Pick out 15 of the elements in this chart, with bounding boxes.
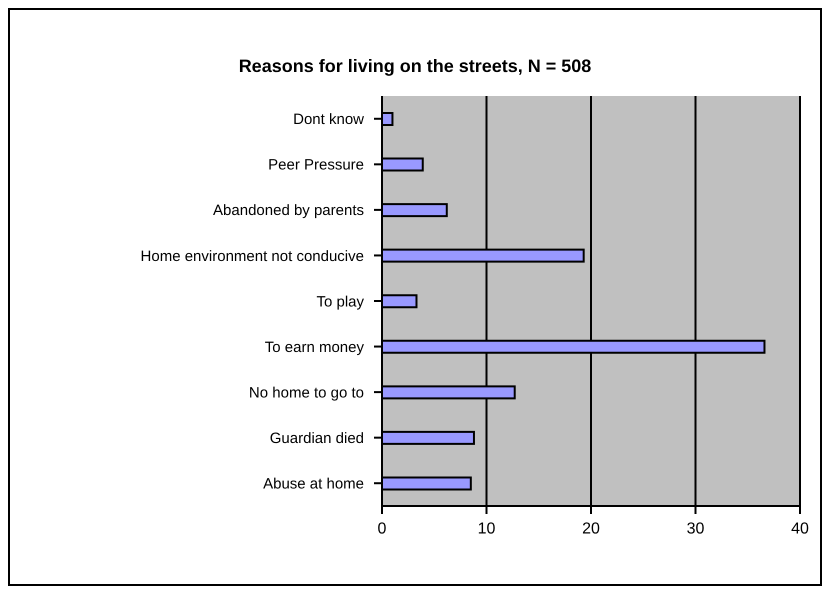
chart-title: Reasons for living on the streets, N = 508 [238, 56, 592, 77]
y-tick-label: Dont know [293, 111, 364, 128]
y-tick-label: Peer Pressure [268, 156, 364, 174]
y-tick-label: Abuse at home [263, 476, 364, 493]
x-tick-label: 20 [582, 520, 600, 538]
y-tick-label: To earn money [264, 338, 364, 356]
y-tick-label: Home environment not conducive [140, 248, 364, 265]
x-tick-label: 10 [478, 520, 496, 538]
y-tick-label: To play [316, 293, 364, 310]
x-tick-label: 0 [378, 520, 387, 538]
y-tick-label: Abandoned by parents [213, 202, 364, 220]
y-tick-label: Guardian died [270, 430, 364, 447]
x-tick-label: 40 [791, 520, 809, 538]
y-tick-label: No home to go to [248, 384, 364, 402]
x-tick-label: 30 [686, 520, 704, 538]
